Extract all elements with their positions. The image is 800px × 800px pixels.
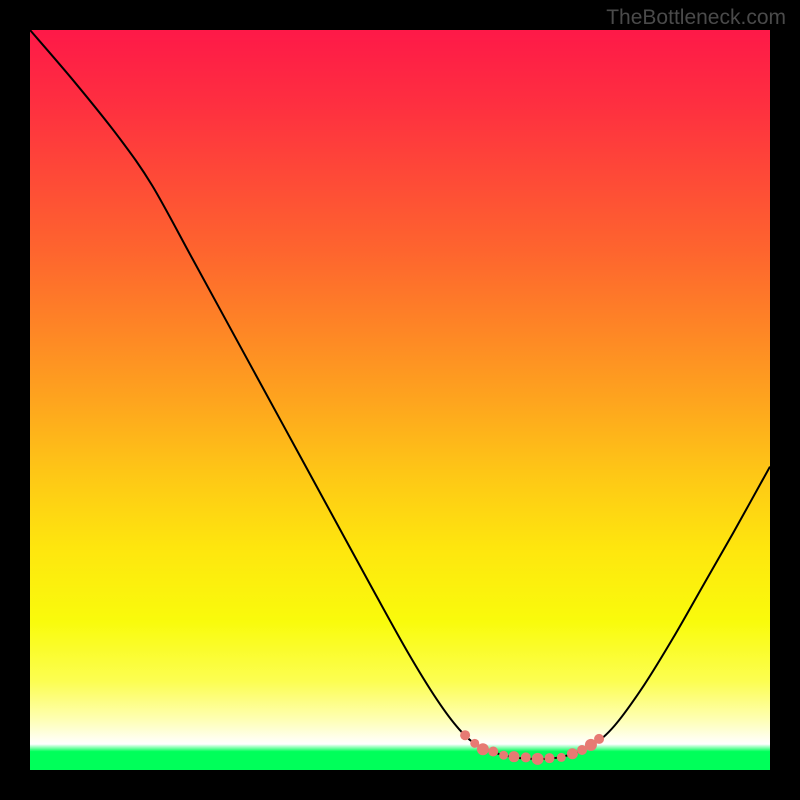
chart-container: TheBottleneck.com: [0, 0, 800, 800]
highlight-dot: [532, 753, 544, 765]
watermark-text: TheBottleneck.com: [606, 6, 786, 30]
highlight-dot: [499, 751, 508, 760]
highlight-dot: [521, 752, 531, 762]
highlight-dot: [477, 743, 489, 755]
highlight-dot: [488, 747, 498, 757]
highlight-dot: [460, 730, 470, 740]
gradient-background: [30, 30, 770, 770]
highlight-dot: [594, 734, 604, 744]
chart-svg: [30, 30, 770, 770]
plot-area: [30, 30, 770, 770]
highlight-dot: [544, 753, 554, 763]
highlight-dot: [567, 748, 578, 759]
highlight-dot: [508, 751, 519, 762]
highlight-dot: [557, 753, 566, 762]
